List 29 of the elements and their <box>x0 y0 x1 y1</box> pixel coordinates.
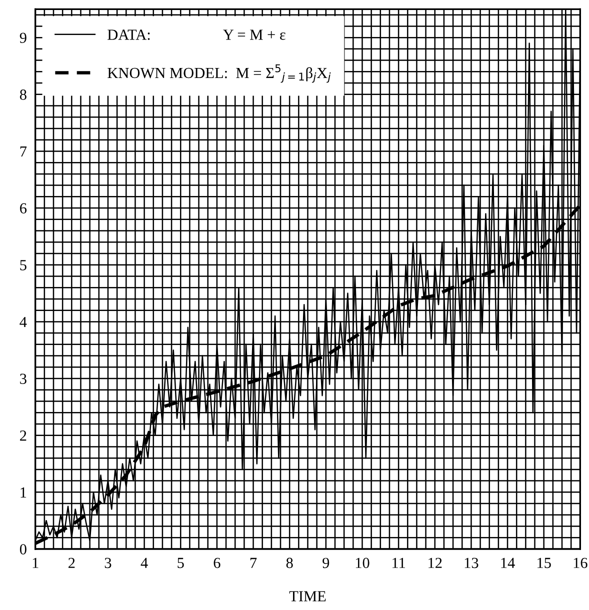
x-tick-label: 10 <box>356 558 370 568</box>
y-tick-label: 7 <box>20 146 27 157</box>
y-tick-label: 1 <box>20 487 26 498</box>
y-tick-label: 5 <box>20 260 26 270</box>
y-tick-label: 2 <box>20 430 26 441</box>
x-tick-label: 12 <box>428 558 442 568</box>
x-tick-label: 3 <box>104 558 112 568</box>
x-tick-label: 4 <box>140 558 148 568</box>
y-tick-label: 6 <box>20 203 27 214</box>
x-tick-label: 5 <box>178 558 184 568</box>
legend-label: DATA: Y = M + ε <box>108 30 286 40</box>
x-tick-label: 11 <box>392 558 405 568</box>
x-tick-label: 16 <box>574 558 588 568</box>
x-tick-label: 7 <box>250 558 257 568</box>
x-tick-label: 2 <box>68 558 75 568</box>
x-axis-title: TIME <box>289 591 326 602</box>
x-tick-label: 6 <box>214 558 220 568</box>
x-tick-label: 15 <box>538 558 551 568</box>
y-tick-label: 3 <box>20 374 26 384</box>
y-tick-label: 9 <box>20 32 26 44</box>
legend-label: KNOWN MODEL: M = Σ$^{5}$$_{j=1}$β$_{j}$X$_{j}$ <box>108 64 331 83</box>
y-tick-label: 0 <box>20 544 26 554</box>
x-tick-label: 8 <box>286 558 293 568</box>
x-tick-label: 13 <box>464 558 478 568</box>
x-tick-label: 14 <box>501 558 515 568</box>
x-tick-label: 9 <box>322 558 330 568</box>
x-tick-label: 1 <box>32 558 38 568</box>
y-tick-label: 4 <box>20 316 27 327</box>
y-tick-label: 8 <box>20 90 26 100</box>
